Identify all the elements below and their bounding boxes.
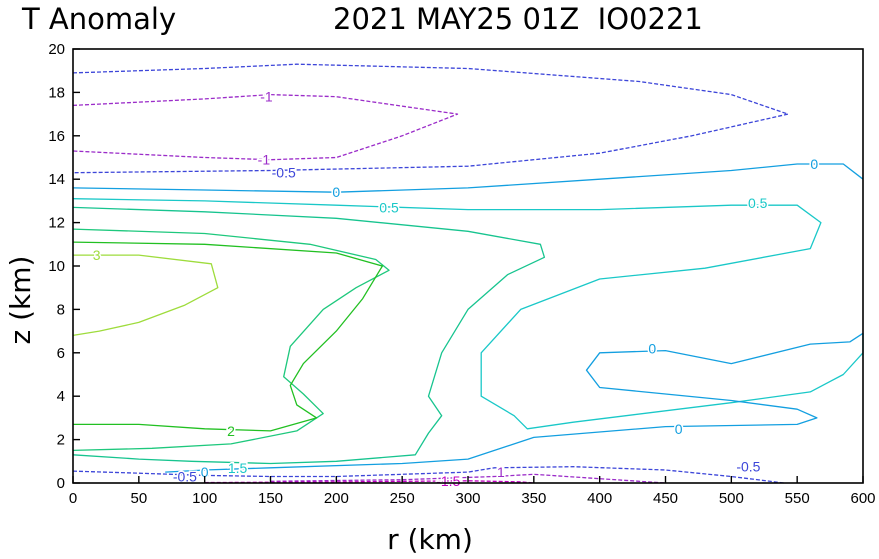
contour-label-11: -0.5 [736, 459, 760, 475]
contour-line-1p5-6 [72, 228, 390, 452]
contour-line-0-4 [165, 332, 864, 473]
contour-label-1: -1 [258, 152, 271, 168]
x-tick-label: 350 [521, 490, 546, 507]
y-axis-label: z (km) [4, 256, 37, 345]
y-tick-label: 18 [48, 84, 65, 101]
contour-line-1-5 [72, 206, 546, 465]
contour-label-14: -0.5 [173, 469, 197, 485]
plot-frame [72, 48, 864, 484]
y-tick-label: 4 [57, 388, 65, 405]
contour-line-0-2 [72, 163, 864, 193]
contour-line--0p5-9 [72, 466, 785, 484]
x-tick-label: 300 [455, 490, 480, 507]
x-tick-label: 250 [390, 490, 415, 507]
x-tick-label: 100 [192, 490, 217, 507]
contour-label-12: 1 [497, 464, 505, 480]
y-axis-ticks: 0 2 4 6 8 10 12 14 16 18 20 [48, 41, 80, 492]
contour-label-10: 2 [227, 423, 235, 439]
chart-title-left: T Anomaly [21, 2, 176, 36]
x-tick-label: 50 [130, 490, 147, 507]
y-tick-label: 0 [57, 475, 65, 492]
contour-line-3-8 [72, 254, 219, 337]
contour-label-0: -1 [260, 89, 273, 105]
contour-label-3: 0 [332, 184, 340, 200]
contour-label-6: 0 [810, 156, 818, 172]
x-axis-ticks: 0 50 100 150 200 250 300 350 400 450 500 550 600 [69, 476, 876, 507]
contour-label-2: -0.5 [272, 165, 296, 181]
y-tick-label: 14 [48, 171, 65, 188]
x-tick-label: 600 [850, 490, 875, 507]
x-tick-label: 500 [719, 490, 744, 507]
y-tick-label: 6 [57, 345, 65, 362]
x-tick-label: 400 [587, 490, 612, 507]
contour-lines [72, 63, 864, 484]
contour-line--0p5-0 [72, 63, 789, 174]
contour-line--1-10 [270, 473, 666, 484]
y-tick-label: 16 [48, 128, 65, 145]
contour-label-7: 3 [93, 247, 101, 263]
contour-line--1-1 [72, 93, 459, 161]
x-tick-label: 550 [785, 490, 810, 507]
x-tick-label: 0 [69, 490, 77, 507]
contour-label-15: 1.5 [228, 460, 248, 476]
y-tick-label: 20 [48, 41, 65, 58]
y-tick-label: 10 [48, 258, 65, 275]
y-tick-label: 12 [48, 215, 65, 232]
chart-title-right: 2021 MAY25 01Z IO0221 [333, 2, 703, 36]
contour-label-4: 0.5 [379, 199, 399, 215]
contour-label-5: 0.5 [748, 195, 768, 211]
contour-label-16: -1.5 [436, 473, 460, 489]
x-tick-label: 450 [653, 490, 678, 507]
contour-label-13: 0 [201, 464, 209, 480]
contour-label-9: 0 [675, 421, 683, 437]
contour-line-0p5-3 [72, 198, 864, 430]
contour-label-8: 0 [648, 341, 656, 357]
contour-line-2-7 [72, 241, 384, 432]
x-axis-label: r (km) [387, 523, 473, 556]
y-tick-label: 2 [57, 432, 65, 449]
x-tick-label: 200 [324, 490, 349, 507]
y-tick-label: 8 [57, 301, 65, 318]
x-tick-label: 150 [258, 490, 283, 507]
